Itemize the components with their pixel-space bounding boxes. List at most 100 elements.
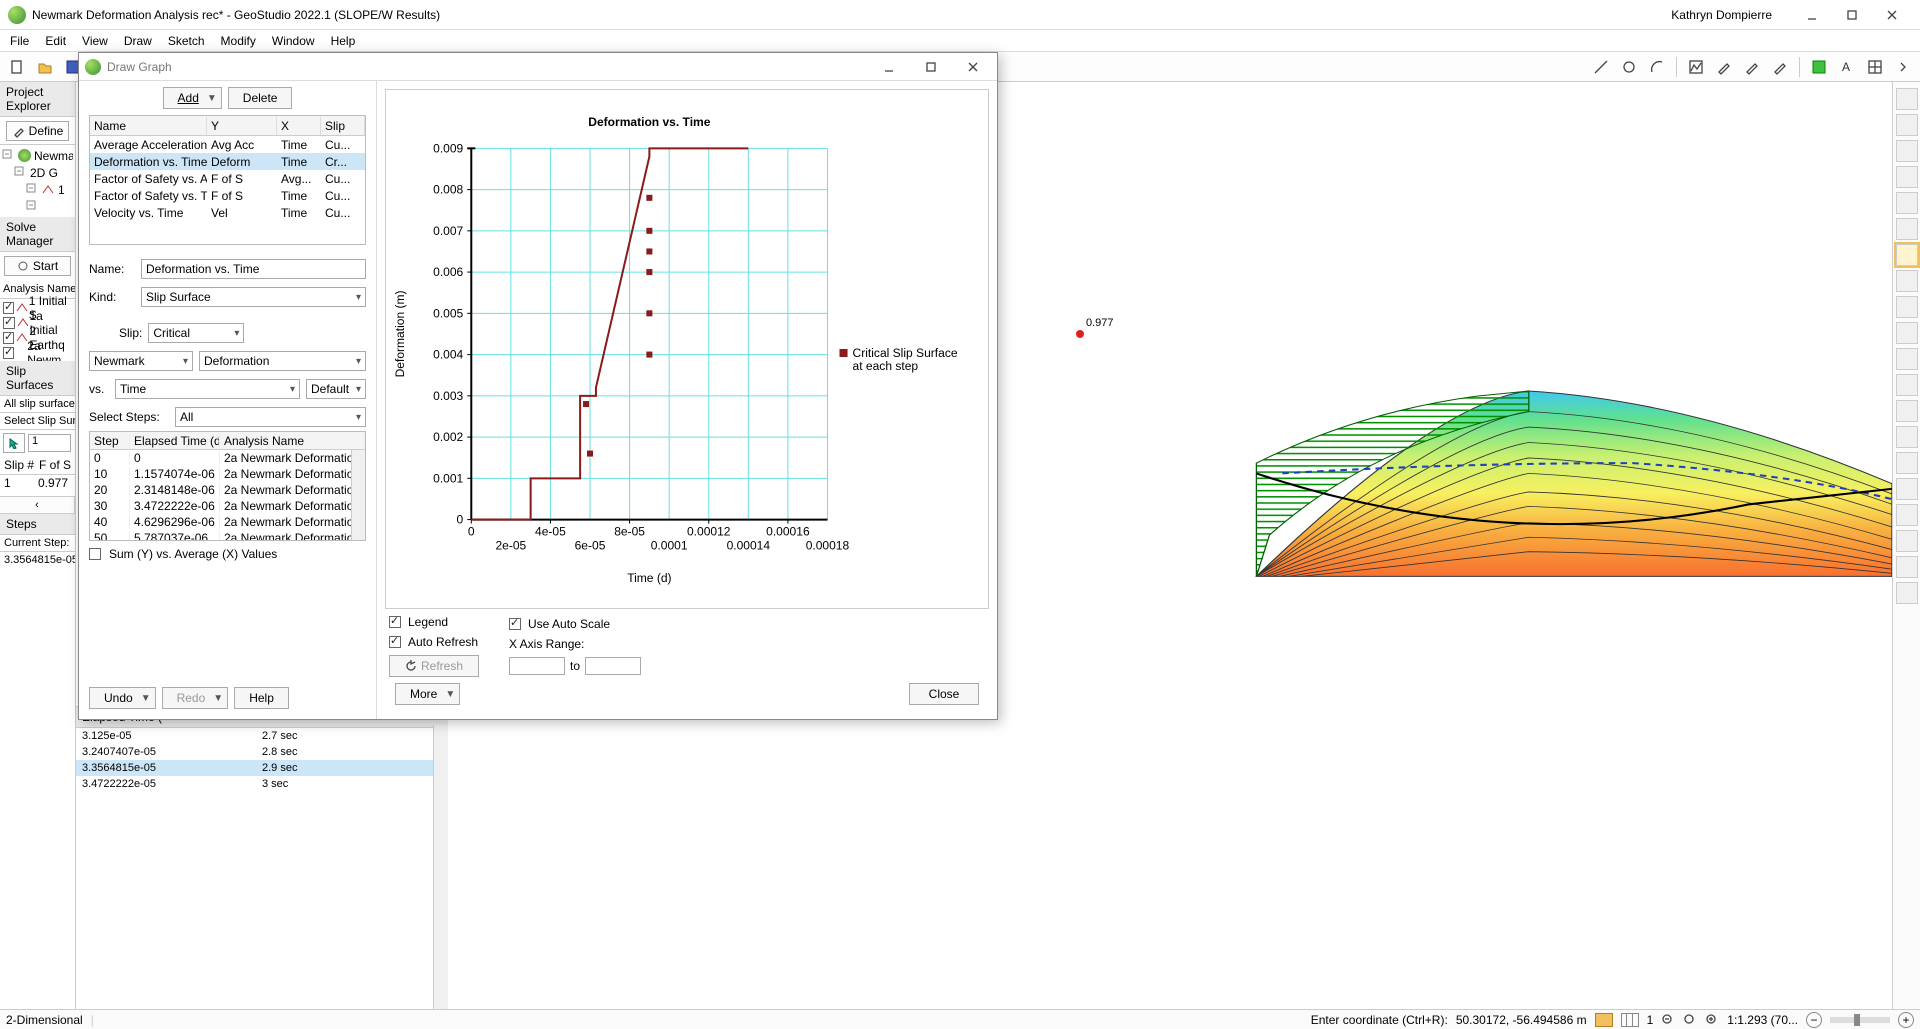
tree-item[interactable]	[2, 198, 73, 215]
rtool-icon[interactable]	[1896, 244, 1918, 266]
rtool-icon[interactable]	[1896, 426, 1918, 448]
rtool-icon[interactable]	[1896, 322, 1918, 344]
newmark-combo[interactable]: Newmark▾	[89, 351, 193, 371]
help-button[interactable]: Help	[234, 687, 289, 709]
close-button[interactable]	[1872, 1, 1912, 29]
pointer-icon[interactable]	[3, 433, 25, 453]
vs-combo[interactable]: Time▾	[115, 379, 300, 399]
tree-item[interactable]: 2D G	[2, 164, 73, 181]
graph-list-row[interactable]: Velocity vs. TimeVelTimeCu...	[90, 204, 365, 221]
step-row[interactable]: 101.1574074e-062a Newmark Deformation	[90, 466, 365, 482]
circle-icon[interactable]	[1618, 56, 1640, 78]
xrange-from[interactable]	[509, 657, 565, 675]
autorefresh-checkbox[interactable]	[389, 636, 401, 648]
minimize-button[interactable]	[1792, 1, 1832, 29]
dialog-close[interactable]	[955, 55, 991, 79]
menu-view[interactable]: View	[82, 34, 108, 48]
zoom-fit-icon[interactable]	[1683, 1013, 1697, 1027]
slip-number-input[interactable]: 1	[28, 434, 71, 452]
delete-button[interactable]: Delete	[228, 87, 293, 109]
menu-sketch[interactable]: Sketch	[168, 34, 205, 48]
rtool-icon[interactable]	[1896, 296, 1918, 318]
rtool-icon[interactable]	[1896, 504, 1918, 526]
graph-list-row[interactable]: Deformation vs. TimeDeformTimeCr...	[90, 153, 365, 170]
menu-help[interactable]: Help	[331, 34, 356, 48]
elapsed-row[interactable]: 3.3564815e-052.9 sec	[76, 760, 448, 776]
rtool-icon[interactable]	[1896, 140, 1918, 162]
contour-icon[interactable]	[1808, 56, 1830, 78]
arc-icon[interactable]	[1646, 56, 1668, 78]
tree-item[interactable]: Newmark	[2, 147, 73, 164]
dialog-minimize[interactable]	[871, 55, 907, 79]
zoom-plus[interactable]: +	[1898, 1012, 1914, 1028]
rtool-icon[interactable]	[1896, 452, 1918, 474]
rtool-icon[interactable]	[1896, 478, 1918, 500]
deformation-combo[interactable]: Deformation▾	[199, 351, 366, 371]
xrange-to[interactable]	[585, 657, 641, 675]
zoom-slider[interactable]	[1830, 1017, 1890, 1023]
steps-scrollbar[interactable]	[351, 450, 365, 540]
graph-list-row[interactable]: Factor of Safety vs. Aver...F of SAvg...…	[90, 170, 365, 187]
col-name[interactable]: Name	[90, 117, 207, 135]
legend-checkbox[interactable]	[389, 616, 401, 628]
step-row[interactable]: 404.6296296e-062a Newmark Deformation	[90, 514, 365, 530]
scroll-left[interactable]: ‹	[0, 497, 75, 513]
tool-icon[interactable]	[1590, 56, 1612, 78]
analysis-row[interactable]: 2a Newm	[3, 345, 72, 360]
rtool-icon[interactable]	[1896, 88, 1918, 110]
steps-table[interactable]: Step Elapsed Time (d) Analysis Name 002a…	[89, 431, 366, 541]
graph-list-row[interactable]: Factor of Safety vs. TimeF of STimeCu...	[90, 187, 365, 204]
more-button[interactable]: More▼	[395, 683, 460, 705]
slip-combo[interactable]: Critical▾	[148, 323, 244, 343]
rtool-icon[interactable]	[1896, 530, 1918, 552]
redo-button[interactable]: Redo▼	[162, 687, 229, 709]
rtool-icon[interactable]	[1896, 556, 1918, 578]
elapsed-row[interactable]: 3.125e-052.7 sec	[76, 728, 448, 744]
rtool-icon[interactable]	[1896, 218, 1918, 240]
elapsed-row[interactable]: 3.4722222e-053 sec	[76, 776, 448, 792]
graph-icon[interactable]	[1685, 56, 1707, 78]
step-row[interactable]: 002a Newmark Deformation	[90, 450, 365, 466]
menu-draw[interactable]: Draw	[124, 34, 152, 48]
menu-file[interactable]: File	[10, 34, 29, 48]
edit3-icon[interactable]	[1769, 56, 1791, 78]
step-row[interactable]: 505.787037e-062a Newmark Deformation	[90, 530, 365, 541]
col-x[interactable]: X	[277, 117, 321, 135]
edit-icon[interactable]	[1713, 56, 1735, 78]
menu-window[interactable]: Window	[272, 34, 315, 48]
rtool-icon[interactable]	[1896, 582, 1918, 604]
sum-avg-checkbox[interactable]	[89, 548, 101, 560]
step-row[interactable]: 202.3148148e-062a Newmark Deformation	[90, 482, 365, 498]
text-icon[interactable]: A	[1836, 56, 1858, 78]
graph-list-row[interactable]: Average Acceleration vs...Avg AccTimeCu.…	[90, 136, 365, 153]
dialog-maximize[interactable]	[913, 55, 949, 79]
tree-item[interactable]: 1	[2, 181, 73, 198]
rtool-icon[interactable]	[1896, 114, 1918, 136]
col-y[interactable]: Y	[207, 117, 277, 135]
maximize-button[interactable]	[1832, 1, 1872, 29]
default-combo[interactable]: Default▾	[306, 379, 366, 399]
rtool-icon[interactable]	[1896, 192, 1918, 214]
rtool-icon[interactable]	[1896, 166, 1918, 188]
graph-list[interactable]: Name Y X Slip Average Acceleration vs...…	[89, 115, 366, 245]
rtool-icon[interactable]	[1896, 270, 1918, 292]
name-input[interactable]: Deformation vs. Time	[141, 259, 366, 279]
add-button[interactable]: Add▼	[163, 87, 222, 109]
start-button[interactable]: Start	[4, 256, 71, 276]
close-dialog-button[interactable]: Close	[909, 683, 979, 705]
elapsed-scrollbar[interactable]	[433, 725, 448, 1009]
open-icon[interactable]	[34, 56, 56, 78]
undo-button[interactable]: Undo▼	[89, 687, 156, 709]
define-button[interactable]: Define	[6, 121, 69, 141]
rtool-icon[interactable]	[1896, 348, 1918, 370]
grid-icon[interactable]	[1864, 56, 1886, 78]
menu-edit[interactable]: Edit	[45, 34, 66, 48]
rtool-icon[interactable]	[1896, 374, 1918, 396]
kind-combo[interactable]: Slip Surface▾	[141, 287, 366, 307]
zoom-in-icon[interactable]	[1705, 1013, 1719, 1027]
step-row[interactable]: 303.4722222e-062a Newmark Deformation	[90, 498, 365, 514]
select-steps-combo[interactable]: All▾	[175, 407, 366, 427]
refresh-button[interactable]: Refresh	[389, 655, 479, 677]
more-icon[interactable]	[1892, 56, 1914, 78]
menu-modify[interactable]: Modify	[221, 34, 256, 48]
